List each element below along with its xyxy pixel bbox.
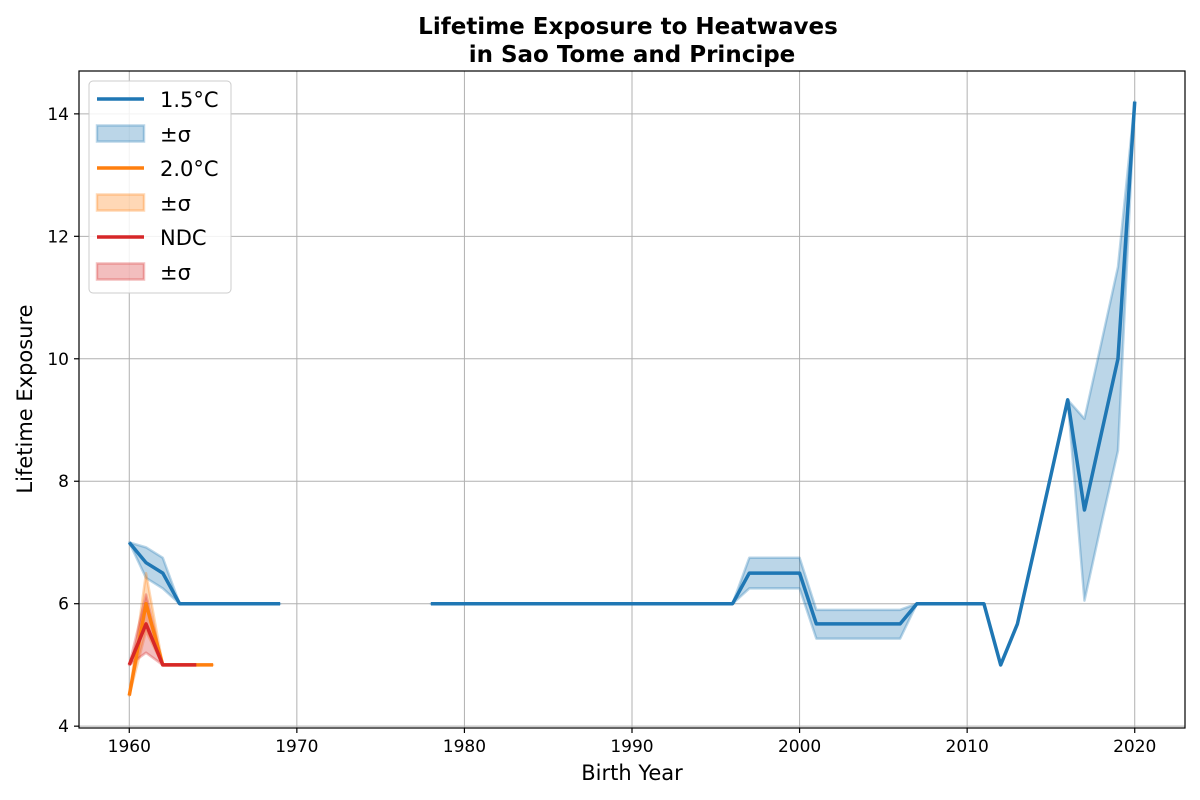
x-tick-label: 2020 bbox=[1113, 737, 1156, 757]
x-axis-label: Birth Year bbox=[581, 761, 683, 785]
y-tick-label: 4 bbox=[58, 717, 69, 737]
y-tick-label: 10 bbox=[47, 350, 69, 370]
legend-label-ndc: NDC bbox=[160, 226, 207, 250]
legend-patch-ndc bbox=[95, 262, 146, 281]
legend-patch-2-0c bbox=[95, 193, 146, 212]
band-1-5c bbox=[429, 100, 1136, 667]
axis-ticks: 1960 1970 1980 1990 2000 2010 2020 4 6 8 10 12 14 bbox=[47, 105, 1156, 757]
y-tick-label: 6 bbox=[58, 595, 69, 615]
y-tick-label: 14 bbox=[47, 105, 69, 125]
legend-patch-1-5c bbox=[95, 124, 146, 143]
x-tick-label: 1990 bbox=[610, 737, 653, 757]
x-tick-label: 1980 bbox=[443, 737, 486, 757]
x-tick-label: 2010 bbox=[946, 737, 989, 757]
x-tick-label: 1960 bbox=[108, 737, 151, 757]
line-ndc bbox=[127, 622, 197, 667]
line-1-5c bbox=[430, 101, 1137, 667]
series-lines bbox=[127, 101, 1137, 696]
chart-title-line-2: in Sao Tome and Principe bbox=[469, 42, 796, 68]
x-tick-label: 2000 bbox=[778, 737, 821, 757]
y-axis-label: Lifetime Exposure bbox=[13, 304, 37, 493]
legend-band-label-ndc: ±σ bbox=[160, 261, 191, 285]
chart-title-line-1: Lifetime Exposure to Heatwaves bbox=[418, 14, 838, 40]
legend-band-label-2-0c: ±σ bbox=[160, 192, 191, 216]
legend-box bbox=[88, 80, 232, 294]
legend: 1.5°C ±σ 2.0°C ±σ NDC ±σ bbox=[88, 80, 232, 294]
band-1-5c bbox=[128, 541, 282, 605]
y-tick-label: 8 bbox=[58, 472, 69, 492]
legend-label-1-5c: 1.5°C bbox=[160, 88, 219, 112]
legend-label-2-0c: 2.0°C bbox=[160, 157, 219, 181]
legend-band-label-1-5c: ±σ bbox=[160, 123, 191, 147]
grid bbox=[79, 71, 1185, 728]
line-1-5c bbox=[127, 541, 281, 606]
x-tick-label: 1970 bbox=[275, 737, 318, 757]
y-tick-label: 12 bbox=[47, 227, 69, 247]
